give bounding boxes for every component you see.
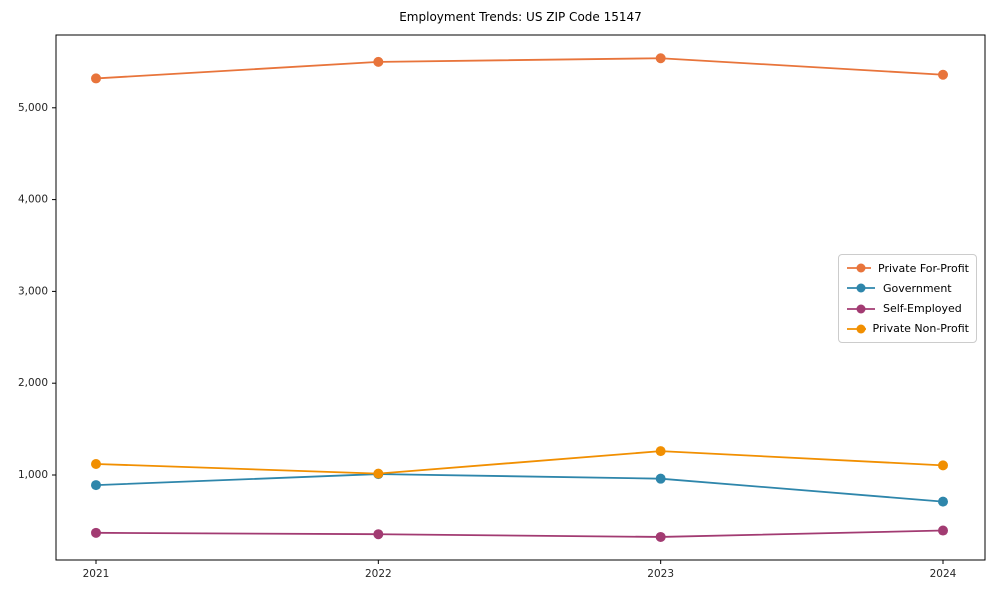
y-tick-label: 4,000 xyxy=(18,194,48,206)
y-tick-label: 2,000 xyxy=(18,377,48,389)
data-point-government-2021 xyxy=(91,480,101,491)
series-line-government xyxy=(95,473,944,503)
series-line-self-employed xyxy=(95,529,944,538)
x-tick-label: 2022 xyxy=(365,568,392,580)
legend-marker-private-for-profit xyxy=(847,263,871,273)
legend-label-private-non-profit: Private Non-Profit xyxy=(872,322,969,336)
chart-legend: Private For-Profit Government Self-Employe… xyxy=(838,254,977,343)
legend-marker-self-employed xyxy=(847,304,875,314)
data-point-private-for-profit-2024 xyxy=(938,69,948,80)
data-point-private-non-profit-2022 xyxy=(373,468,384,479)
data-point-self-employed-2023 xyxy=(655,531,666,542)
legend-item-government: Government xyxy=(846,278,969,298)
legend-item-self-employed: Self-Employed xyxy=(846,299,969,319)
chart-title: Employment Trends: US ZIP Code 15147 xyxy=(399,10,642,24)
data-point-private-for-profit-2023 xyxy=(655,53,666,64)
legend-marker-private-non-profit xyxy=(847,324,866,334)
data-point-private-for-profit-2022 xyxy=(373,56,384,67)
series-line-private-for-profit xyxy=(95,57,944,80)
legend-label-self-employed: Self-Employed xyxy=(883,302,962,316)
series-line-private-non-profit xyxy=(95,450,944,475)
y-tick-label: 5,000 xyxy=(18,102,48,114)
legend-item-private-non-profit: Private Non-Profit xyxy=(846,319,969,339)
legend-item-private-for-profit: Private For-Profit xyxy=(846,258,969,278)
data-point-self-employed-2021 xyxy=(91,527,101,538)
data-point-government-2024 xyxy=(938,496,948,507)
data-point-private-non-profit-2024 xyxy=(938,460,948,471)
y-tick-label: 3,000 xyxy=(18,285,48,297)
data-point-self-employed-2024 xyxy=(938,525,948,536)
legend-label-government: Government xyxy=(883,281,952,295)
y-tick-label: 1,000 xyxy=(18,469,48,481)
plot-frame xyxy=(55,34,986,561)
x-tick-label: 2021 xyxy=(83,568,110,580)
data-point-private-non-profit-2023 xyxy=(655,446,666,457)
x-tick-label: 2023 xyxy=(647,568,674,580)
x-tick-label: 2024 xyxy=(930,568,957,580)
legend-label-private-for-profit: Private For-Profit xyxy=(878,261,969,275)
data-point-private-non-profit-2021 xyxy=(91,458,101,469)
data-point-self-employed-2022 xyxy=(373,529,384,540)
data-point-government-2023 xyxy=(655,473,666,484)
data-point-private-for-profit-2021 xyxy=(91,73,101,84)
legend-marker-government xyxy=(847,283,875,293)
